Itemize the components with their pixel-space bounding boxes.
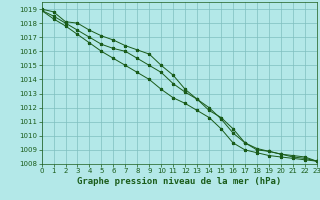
X-axis label: Graphe pression niveau de la mer (hPa): Graphe pression niveau de la mer (hPa) bbox=[77, 177, 281, 186]
